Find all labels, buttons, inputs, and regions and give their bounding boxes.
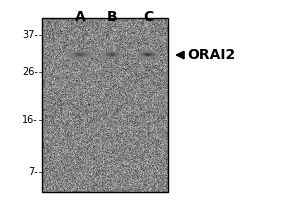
Text: B: B: [107, 10, 117, 24]
Text: 7-: 7-: [28, 167, 38, 177]
Bar: [42, 18, 168, 192]
Text: ORAI2: ORAI2: [187, 48, 235, 62]
Text: 37-: 37-: [22, 30, 38, 40]
Text: 26-: 26-: [22, 67, 38, 77]
Text: A: A: [75, 10, 86, 24]
Text: C: C: [143, 10, 153, 24]
Text: 16-: 16-: [22, 115, 38, 125]
